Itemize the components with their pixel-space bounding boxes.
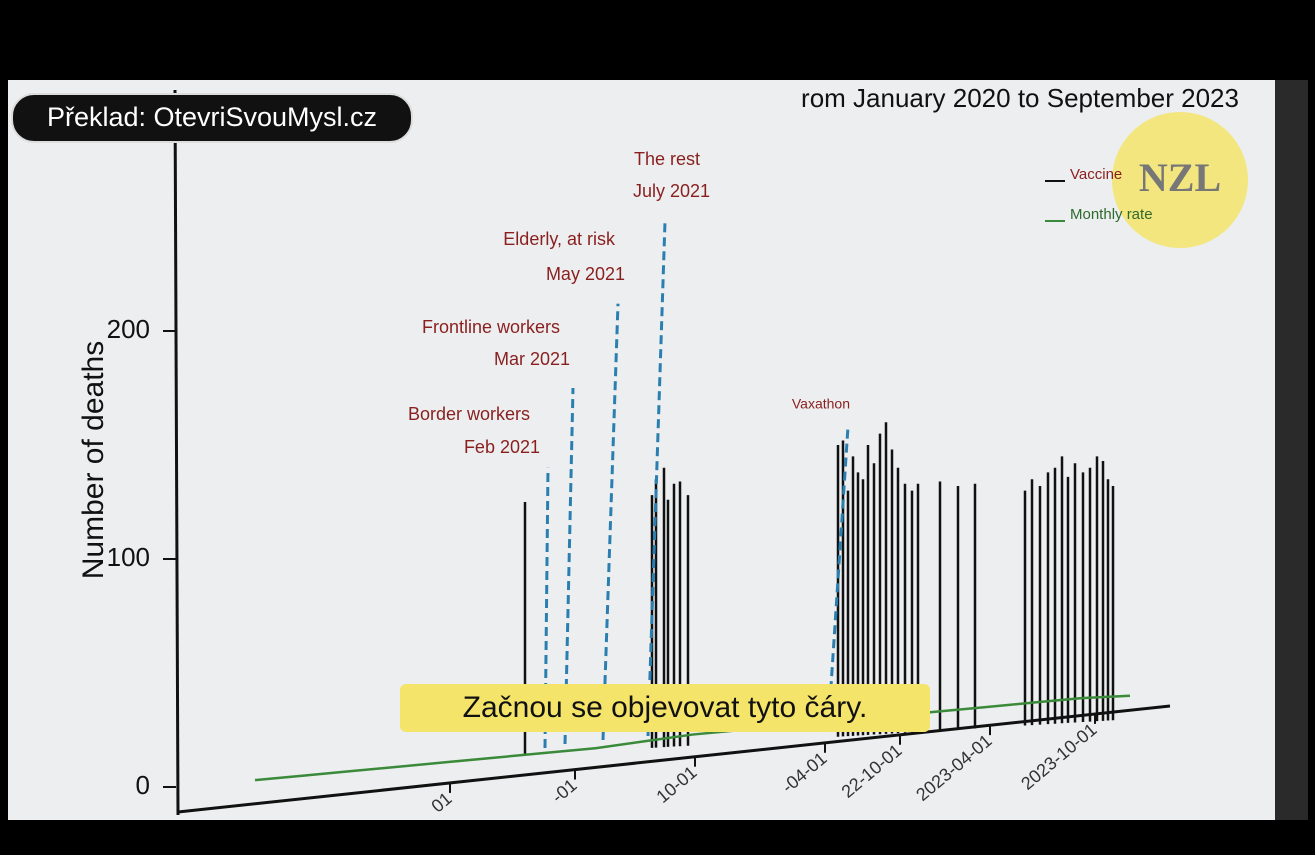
legend-label: Monthly rate: [1070, 206, 1153, 223]
video-frame: rom January 2020 to September 2023 Numbe…: [0, 0, 1315, 855]
annotation-date: May 2021: [546, 264, 625, 284]
annotation-date: Feb 2021: [464, 437, 540, 457]
logo: NZL: [1139, 155, 1221, 200]
annotation-text: The rest: [634, 149, 700, 169]
legend-label: Vaccine: [1070, 166, 1122, 183]
chart-title: rom January 2020 to September 2023: [801, 83, 1239, 113]
y-axis-label: Number of deaths: [77, 341, 110, 579]
y-tick-label: 200: [107, 314, 150, 344]
credit: Překlad: OtevriSvouMysl.cz: [47, 102, 377, 132]
subtitle: Začnou se objevovat tyto čáry.: [463, 691, 868, 724]
annotation-text: Elderly, at risk: [503, 229, 616, 249]
annotation-date: July 2021: [633, 181, 710, 201]
annotation-date: Mar 2021: [494, 349, 570, 369]
y-tick-label: 100: [107, 542, 150, 572]
annotation-text: Vaxathon: [792, 396, 850, 412]
y-tick-label: 0: [136, 770, 150, 800]
monitor-edge: [1275, 80, 1308, 820]
annotation-text: Frontline workers: [422, 317, 560, 337]
page: rom January 2020 to September 2023 Numbe…: [0, 0, 1315, 855]
annotation-text: Border workers: [408, 404, 530, 424]
